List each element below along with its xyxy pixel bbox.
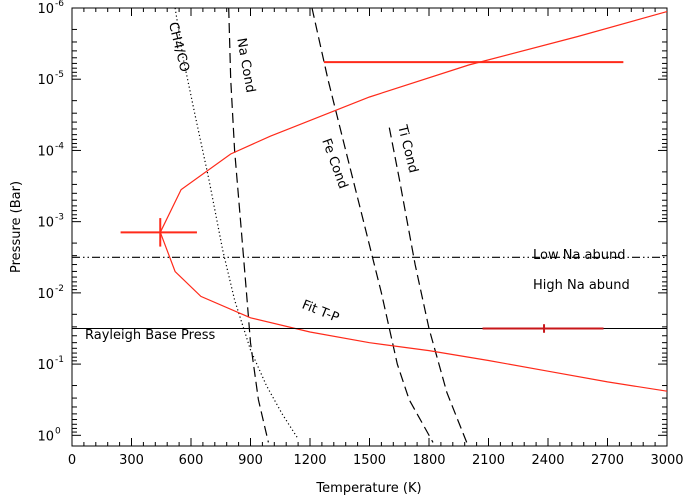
x-tick-label: 1500 xyxy=(353,453,386,468)
label-fit-tp: Fit T-P xyxy=(300,298,342,326)
x-tick-label: 1800 xyxy=(412,453,445,468)
label-ti-cond: Ti Cond xyxy=(394,123,421,175)
x-axis-label: Temperature (K) xyxy=(315,481,421,495)
x-tick-label: 2400 xyxy=(531,453,564,468)
series-line-ti-cond xyxy=(388,127,468,443)
y-tick-exponent: 0 xyxy=(55,426,61,436)
series-line-fit-t-p xyxy=(159,11,668,392)
x-tick-label: 0 xyxy=(68,453,76,468)
y-tick-exponent: -5 xyxy=(55,70,64,80)
y-tick-exponent: -3 xyxy=(55,213,64,223)
x-tick-label: 900 xyxy=(238,453,263,468)
y-tick-label: 10 xyxy=(37,2,54,17)
label-na-cond: Na Cond xyxy=(233,37,257,94)
series-labels: CH4/CO Na Cond Fe Cond Ti Cond Fit T-P Low Na… xyxy=(85,21,630,343)
y-tick-label: 10 xyxy=(37,287,54,302)
x-tick-label: 600 xyxy=(179,453,204,468)
label-high-na: High Na abund xyxy=(533,278,630,293)
x-tick-label: 3000 xyxy=(650,453,683,468)
y-tick-label: 10 xyxy=(37,429,54,444)
x-tick-label: 2100 xyxy=(472,453,505,468)
y-tick-exponent: -2 xyxy=(55,284,64,294)
series-line-ch4-co xyxy=(174,7,299,440)
label-fe-cond: Fe Cond xyxy=(318,137,350,191)
series-layer xyxy=(159,7,668,443)
y-tick-exponent: -4 xyxy=(55,141,64,151)
x-tick-label: 2700 xyxy=(591,453,624,468)
x-tick-label: 300 xyxy=(119,453,144,468)
series-line-fe-cond xyxy=(311,7,434,443)
y-tick-label: 10 xyxy=(37,144,54,159)
y-tick-exponent: -1 xyxy=(55,355,64,365)
label-ch4-co: CH4/CO xyxy=(165,21,192,74)
x-tick-label: 1200 xyxy=(293,453,326,468)
y-tick-exponent: -6 xyxy=(55,0,64,9)
error-bars xyxy=(120,61,624,333)
label-low-na: Low Na abund xyxy=(533,248,626,263)
y-axis-label: Pressure (Bar) xyxy=(9,181,24,273)
label-rayleigh: Rayleigh Base Press xyxy=(85,328,215,343)
axis-ticks: 0 300 600 900 1200 1500 1800 2100 2400 2700 3000 10… xyxy=(37,0,683,468)
y-tick-label: 10 xyxy=(37,216,54,231)
y-tick-label: 10 xyxy=(37,73,54,88)
y-tick-label: 10 xyxy=(37,358,54,373)
